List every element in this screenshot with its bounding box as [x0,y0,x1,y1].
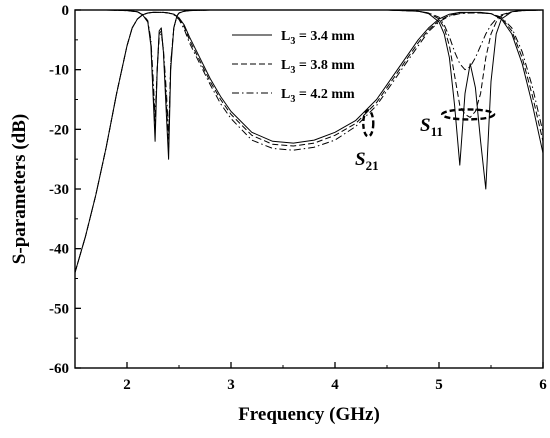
series-layer [75,10,543,273]
y-tick-label: 0 [62,3,70,19]
legend-label: L3 = 3.4 mm [281,29,355,47]
x-tick-label: 4 [331,377,339,393]
s11-annotation: S11 [420,115,443,139]
y-tick-label: -50 [49,301,69,317]
s11-annotation-letter: S [420,115,431,136]
series-line-s11-dashdot [75,10,543,136]
series-line-s21-solid [75,11,543,273]
y-axis-label: S-parameters (dB) [9,114,30,264]
y-tick-label: -20 [49,122,69,138]
x-tick-label: 3 [227,377,235,393]
ticks-layer: 2 3 4 5 6 0 -10 -20 -30 -40 -50 -60 [49,3,547,393]
x-tick-label: 5 [435,377,443,393]
s21-annotation-letter: S [355,149,366,170]
s11-annotation-sub: 11 [431,124,443,139]
s11-ellipse-marker [440,108,496,121]
x-tick-label: 6 [539,377,547,393]
legend: L3 = 3.4 mm L3 = 3.8 mm L3 = 4.2 mm [232,29,355,105]
series-line-s21-dashed [75,11,543,273]
series-line-s11-dashed [75,10,543,148]
y-tick-label: -30 [49,182,69,198]
legend-label: L3 = 4.2 mm [281,87,355,105]
s21-annotation-sub: 21 [366,158,379,173]
s21-ellipse-marker [362,109,375,138]
x-tick-label: 2 [123,377,131,393]
y-tick-label: -10 [49,63,69,79]
y-tick-label: -40 [49,242,69,258]
series-line-s21-dashdot [75,11,543,273]
s21-annotation: S21 [355,149,379,173]
legend-label: L3 = 3.8 mm [281,58,355,76]
x-axis-label: Frequency (GHz) [238,404,380,425]
y-tick-label: -60 [49,361,69,377]
